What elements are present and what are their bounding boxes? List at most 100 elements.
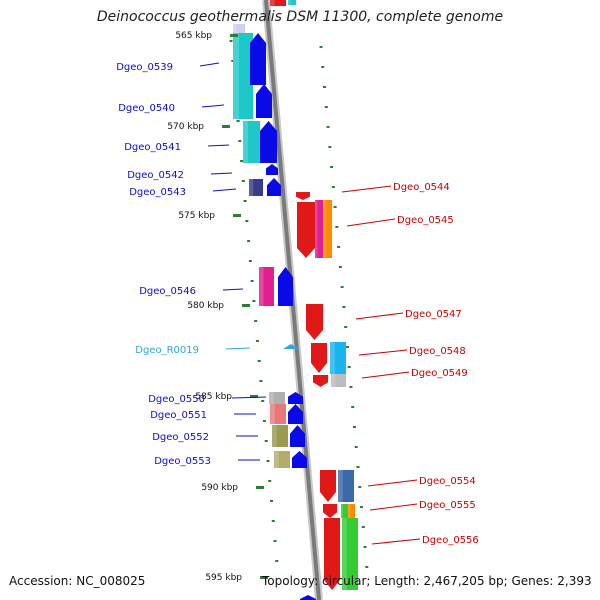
leader-line [358,349,408,356]
tick-dot [257,360,261,362]
gene-highlight [249,179,254,196]
gene-highlight [270,0,275,6]
tick-dot [240,160,244,162]
gene-label-left: Dgeo_R0019 [135,345,199,356]
leader-line [341,185,392,193]
gene-arrow-reverse [296,192,310,200]
gene-highlight [269,392,274,404]
tick-dot [345,346,349,348]
gene-box [330,342,346,374]
tick-dot [270,500,273,502]
gene-box [233,24,245,34]
gene-label-right: Dgeo_0555 [419,500,476,511]
major-tick [250,395,258,398]
tick-dot [342,306,346,308]
gene-label-left: Dgeo_0546 [139,286,196,297]
tick-dot [321,66,325,68]
tick-dot [323,86,327,88]
gene-label-right: Dgeo_0548 [409,346,466,357]
gene-box [341,504,348,518]
leader-line [210,172,233,175]
gene-highlight [331,374,336,387]
major-tick [222,125,230,128]
gene-arrow-forward [250,33,266,85]
tick-dot [273,540,277,542]
gene-highlight [270,404,275,424]
gene-arrow-forward [266,164,278,175]
tick-dot [338,266,342,268]
gene-highlight [323,200,326,258]
scale-label: 580 kbp [187,301,224,311]
gene-label-left: Dgeo_0542 [127,170,184,181]
tick-dot [358,486,362,488]
gene-arrow-forward [288,404,303,424]
genome-summary-text: Topology: circular; Length: 2,467,205 bp… [262,574,592,588]
label-layer: 565 kbp 570 kbp 575 kbp 580 kbp 585 kbp 590 k… [116,31,479,583]
gene-box [288,0,296,5]
scale-label: 585 kbp [195,392,232,402]
gene-label-right: Dgeo_0547 [405,309,462,320]
gene-box [270,0,286,6]
tick-layer [229,40,369,568]
gene-arrow-forward [267,178,281,196]
genome-title: Deinococcus geothermalis DSM 11300, comp… [96,9,504,25]
leader-line [225,347,251,350]
tick-dot [352,426,356,428]
scale-label: 575 kbp [178,211,215,221]
gene-label-right: Dgeo_0556 [422,535,479,546]
gene-arrow-reverse [324,518,340,590]
leader-line [369,503,418,511]
gene-box [315,200,323,258]
major-tick [256,486,264,489]
tick-dot [356,466,360,468]
gene-arrow-forward [300,595,316,600]
tick-dot [250,280,254,282]
tick-dot [349,386,353,388]
major-tick [242,304,250,307]
gene-arrow-reverse [313,375,328,387]
tick-dot [330,166,334,168]
gene-box [274,451,290,468]
gene-highlight [288,0,291,5]
gene-box [269,392,285,404]
tick-dot [331,186,335,188]
tick-dot [271,520,275,522]
scale-label: 565 kbp [175,31,212,41]
tick-dot [245,220,249,222]
leader-line [222,288,244,291]
tick-dot [326,126,330,128]
scale-label: 595 kbp [205,573,242,583]
gene-highlight [259,267,264,306]
gene-box [331,374,346,387]
gene-arrow-reverse [297,202,315,258]
tick-dot [261,400,265,402]
scale-label: 590 kbp [201,483,238,493]
gene-label-left: Dgeo_0543 [129,187,186,198]
tick-dot [365,566,369,568]
tick-dot [231,60,235,62]
tick-dot [275,560,279,562]
gene-label-right: Dgeo_0545 [397,215,454,226]
major-tick [233,214,241,217]
gene-highlight [233,33,239,119]
tick-dot [248,260,252,262]
gene-highlight [315,200,318,258]
leader-line [355,312,404,320]
gene-label-left: Dgeo_0551 [150,410,207,421]
leader-line [371,538,421,545]
gene-arrow-reverse [323,504,337,518]
tick-dot [252,300,256,302]
tick-dot [319,46,323,48]
gene-highlight [272,425,277,447]
tick-dot [264,440,268,442]
gene-box [270,404,286,424]
scale-label: 570 kbp [167,122,204,132]
feature-layer [233,0,358,600]
gene-box [233,33,253,119]
tick-dot [268,480,272,482]
gene-label-right: Dgeo_0544 [393,182,450,193]
tick-dot [344,326,348,328]
gene-arrow-reverse [311,343,327,373]
gene-label-left: Dgeo_0540 [118,103,175,114]
gene-highlight [341,504,344,518]
